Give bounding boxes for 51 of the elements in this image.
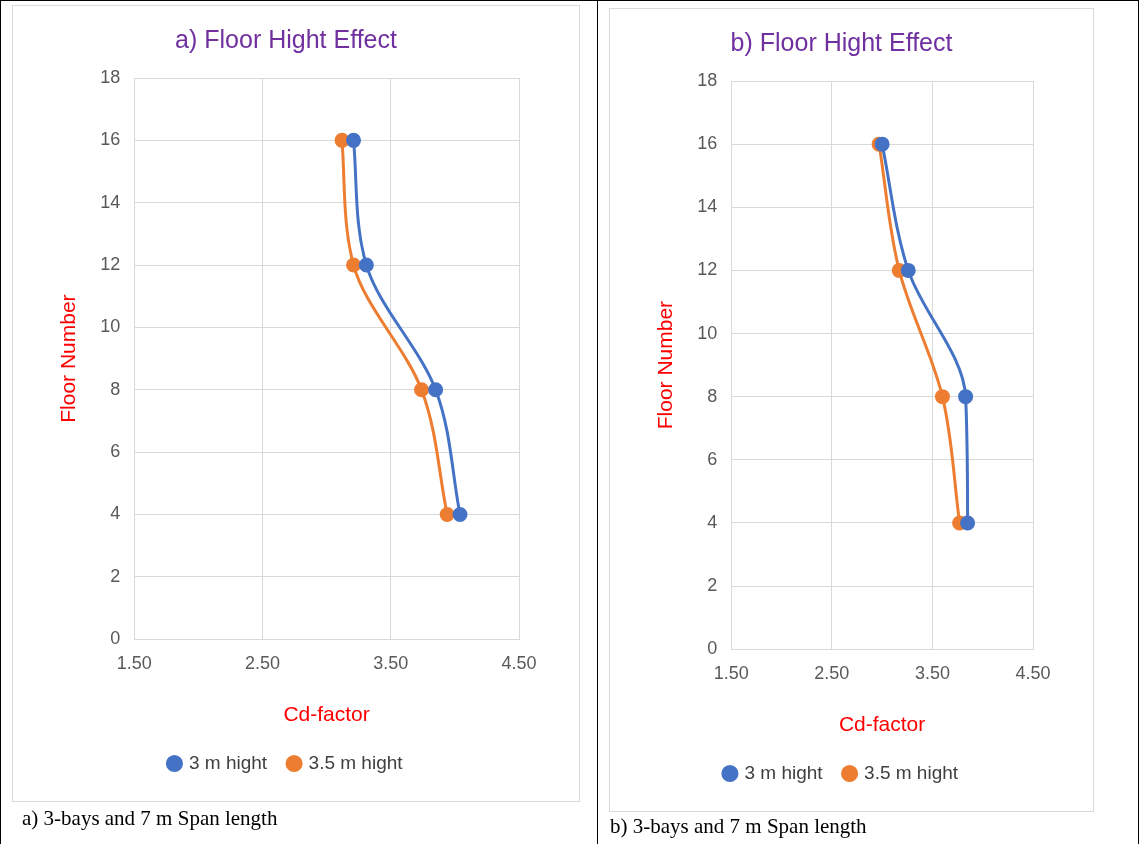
y-tick-label: 8	[110, 378, 121, 399]
legend-label: 3 m hight	[744, 761, 824, 783]
y-tick-label: 4	[707, 511, 718, 532]
chart-title: a) Floor Hight Effect	[175, 24, 397, 53]
y-tick-label: 16	[697, 133, 718, 154]
point	[900, 262, 916, 278]
x-tick-label: 1.50	[713, 662, 749, 683]
x-tick-label: 4.50	[501, 652, 537, 673]
text: b) 3-bays and 7 m Span length	[610, 814, 867, 839]
point	[428, 382, 444, 398]
y-tick-label: 0	[110, 628, 121, 649]
x-axis-title: Cd-factor	[283, 702, 370, 726]
y-tick-label: 18	[100, 66, 121, 87]
legend-label: 3 m hight	[188, 751, 268, 773]
y-tick-label: 12	[100, 254, 121, 275]
y-tick-label: 18	[697, 69, 718, 90]
point	[439, 506, 455, 522]
y-tick-label: 4	[110, 503, 121, 524]
y-tick-label: 14	[100, 191, 121, 212]
x-tick-label: 1.50	[116, 652, 152, 673]
y-tick-label: 0	[707, 638, 718, 659]
y-tick-label: 14	[697, 196, 718, 217]
point	[358, 257, 374, 273]
legend-label: 3.5 m hight	[864, 761, 959, 783]
x-tick-label: 2.50	[814, 662, 850, 683]
point	[346, 257, 362, 273]
point	[346, 132, 362, 148]
y-tick-label: 2	[707, 575, 718, 596]
point	[452, 506, 468, 522]
x-tick-label: 2.50	[244, 652, 280, 673]
y-tick-label: 8	[707, 385, 718, 406]
point	[960, 515, 976, 531]
x-axis-title: Cd-factor	[838, 712, 926, 736]
x-tick-label: 4.50	[1015, 662, 1051, 683]
point	[934, 389, 950, 405]
y-axis-title: Floor Number	[56, 294, 80, 423]
y-tick-label: 2	[110, 565, 121, 586]
x-tick-label: 3.50	[914, 662, 950, 683]
y-axis-title: Floor Number	[653, 300, 677, 430]
y-tick-label: 6	[110, 441, 121, 462]
y-tick-label: 16	[100, 129, 121, 150]
point	[958, 389, 974, 405]
legend-label: 3.5 m hight	[308, 751, 404, 773]
y-tick-label: 10	[100, 316, 121, 337]
chart-title: b) Floor Hight Effect	[730, 27, 953, 56]
y-tick-label: 6	[707, 448, 718, 469]
y-tick-label: 10	[697, 322, 718, 343]
point	[414, 382, 430, 398]
y-tick-label: 12	[697, 259, 718, 280]
x-tick-label: 3.50	[373, 652, 409, 673]
text: a) 3-bays and 7 m Span length	[22, 806, 278, 831]
